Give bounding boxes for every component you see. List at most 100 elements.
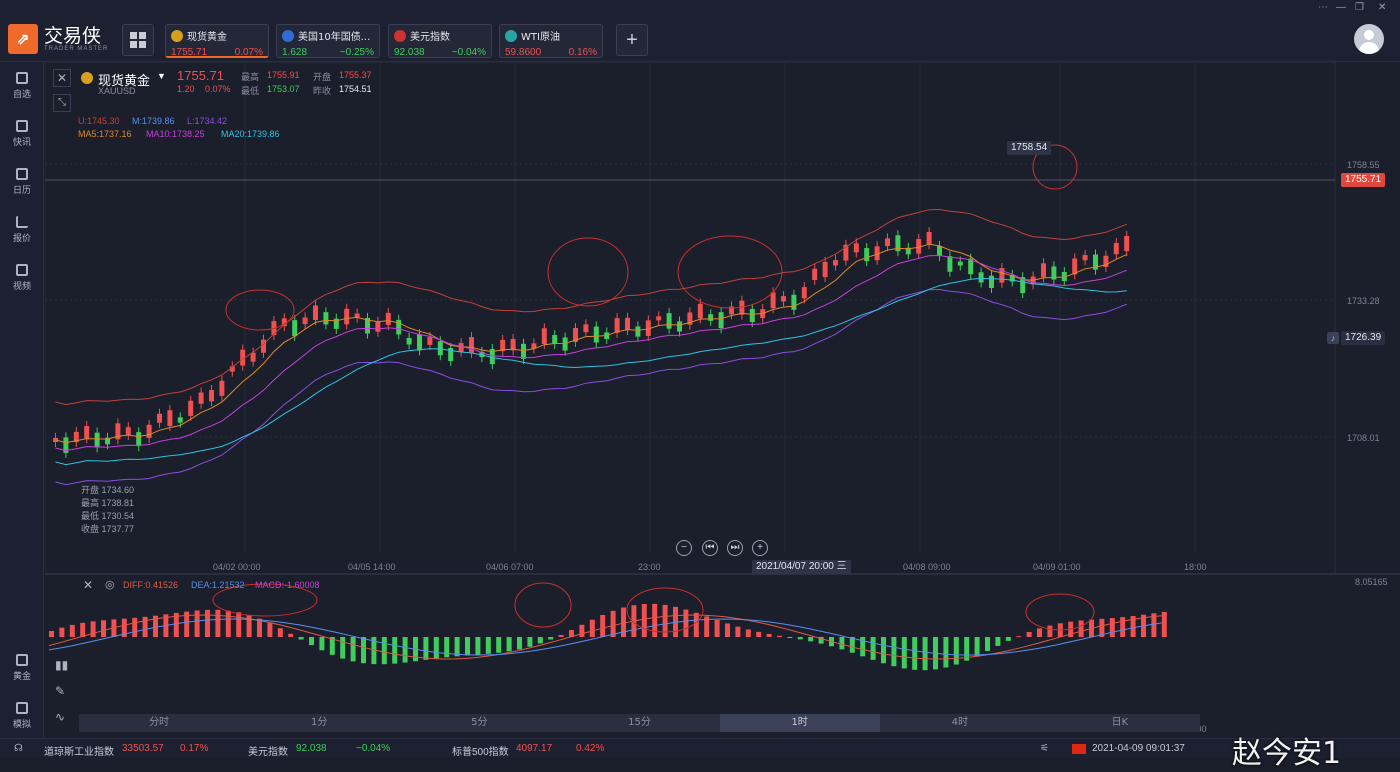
pen-icon[interactable]: ✎ — [55, 684, 66, 698]
user-avatar[interactable] — [1354, 24, 1384, 54]
indicator-icon[interactable]: ▮▮ — [55, 658, 69, 672]
candle — [333, 318, 339, 329]
macd-bar — [236, 612, 242, 637]
candle — [1009, 274, 1015, 282]
sidebar-item-demo[interactable]: 模拟 — [0, 702, 44, 730]
macd-bar — [974, 637, 980, 657]
candle — [739, 300, 745, 315]
zoom-out-button[interactable]: − — [676, 540, 692, 556]
candle — [999, 268, 1005, 283]
add-quote-button[interactable]: + — [616, 24, 648, 56]
timeframe-tab[interactable]: 1时 — [719, 714, 880, 732]
candle — [885, 238, 890, 247]
timeframe-tab[interactable]: 5分 — [471, 717, 488, 728]
candle — [406, 337, 412, 345]
grid-icon — [130, 32, 146, 48]
open-label: 开盘 — [313, 72, 332, 82]
ticker-name[interactable]: 美元指数 — [248, 747, 288, 758]
macd-bar — [329, 637, 335, 655]
sidebar-item-watchlist[interactable]: 自选 — [0, 72, 44, 100]
quote-tab[interactable]: 美元指数 92.038 −0.04% — [388, 24, 492, 58]
candle — [614, 318, 620, 333]
scroll-start-button[interactable]: ⏮ — [702, 540, 718, 556]
sidebar-item-calendar[interactable]: 日历 — [0, 168, 44, 196]
candle — [281, 318, 287, 327]
sidebar-item-quotes[interactable]: 报价 — [0, 216, 44, 244]
macd-bar — [943, 637, 949, 668]
quote-tab-change: 0.16% — [568, 47, 597, 58]
alert-price-tag[interactable]: 1726.39 — [1341, 331, 1386, 345]
timeframe-tab[interactable]: 日K — [1111, 717, 1129, 728]
candlestick-chart[interactable] — [45, 62, 1400, 714]
macd-settings-icon[interactable]: ◎ — [105, 579, 115, 591]
timeframe-tab[interactable]: 1分 — [311, 717, 328, 728]
status-bar: ☊ 道琼斯工业指数 33503.57 0.17% 美元指数 92.038 −0.… — [0, 738, 1400, 758]
headset-icon[interactable]: ☊ — [14, 743, 23, 754]
ticker-name[interactable]: 道琼斯工业指数 — [44, 747, 114, 758]
candle — [541, 328, 547, 345]
timeframe-tab[interactable]: 15分 — [628, 717, 651, 728]
macd-bar — [756, 631, 762, 637]
zoom-in-button[interactable]: + — [752, 540, 768, 556]
clock: 2021-04-09 09:01:37 — [1092, 743, 1185, 754]
ma5-line — [55, 243, 1127, 444]
chart-area[interactable]: ✕ ⤡ 现货黄金 ▼ XAUUSD 1755.71 1.20 0.07% 最高 … — [45, 62, 1400, 738]
candle — [1041, 263, 1046, 278]
annotation-ellipse — [225, 289, 295, 331]
macd-bar — [1109, 618, 1115, 637]
close-chart-button[interactable]: ✕ — [53, 69, 71, 87]
candle — [375, 321, 381, 332]
chevron-down-icon[interactable]: ▼ — [157, 71, 166, 81]
peak-price-tag: 1758.54 — [1007, 141, 1052, 155]
news-icon — [16, 120, 28, 132]
annotation-ellipse — [547, 237, 629, 307]
candle — [729, 306, 734, 315]
boll-mid-label: M:1739.86 — [132, 116, 175, 126]
macd-bar — [517, 637, 522, 650]
sidebar-item-news[interactable]: 快讯 — [0, 120, 44, 148]
scroll-end-button[interactable]: ⏭ — [727, 540, 743, 556]
sidebar-item-gold[interactable]: 黄金 — [0, 654, 44, 682]
macd-bar — [1005, 637, 1011, 641]
restore-button[interactable]: ❐ — [1355, 2, 1364, 13]
macd-bar — [735, 626, 741, 637]
timeframe-bar: 分时 1分 5分 15分 1时 4时 日K — [79, 714, 1200, 732]
quote-tab[interactable]: 现货黄金 1755.71 0.07% — [165, 24, 269, 58]
timeframe-tab[interactable]: 4时 — [951, 717, 968, 728]
window-menu-button[interactable]: ⋯ — [1318, 2, 1328, 13]
macd-bar — [90, 621, 96, 637]
draw-tool-button[interactable]: ⤡ — [53, 94, 71, 112]
candle — [833, 260, 838, 266]
quote-tab[interactable]: WTI原油 59.8600 0.16% — [499, 24, 603, 58]
close-macd-button[interactable]: ✕ — [83, 578, 94, 592]
sidebar-item-video[interactable]: 视频 — [0, 264, 44, 292]
candle — [250, 352, 256, 362]
macd-bar — [319, 637, 325, 651]
candle — [105, 437, 110, 445]
quote-tab[interactable]: 美国10年国债... 1.628 −0.25% — [276, 24, 380, 58]
minimize-button[interactable]: — — [1336, 2, 1346, 13]
macd-toggle-icon[interactable]: ∿ — [55, 710, 66, 724]
symbol-name[interactable]: 现货黄金 — [98, 74, 151, 89]
macd-bar — [621, 607, 626, 637]
macd-diff-label: DIFF:0.41526 — [123, 580, 179, 590]
timeframe-tab[interactable]: 分时 — [149, 717, 170, 728]
candle — [770, 292, 776, 309]
candle — [521, 343, 526, 359]
macd-bar — [818, 637, 824, 644]
gold-coin-icon — [171, 29, 183, 42]
macd-bar — [506, 637, 512, 652]
close-window-button[interactable]: ✕ — [1378, 2, 1387, 13]
ticker-name[interactable]: 标普500指数 — [452, 747, 509, 758]
macd-bar — [485, 637, 491, 654]
bell-icon[interactable]: ♪ — [1327, 332, 1339, 344]
price-axis-label: 1733.28 — [1347, 296, 1380, 306]
macd-bar — [298, 637, 304, 640]
candle — [510, 338, 516, 351]
annotation-ellipse — [212, 583, 318, 617]
candle — [125, 427, 131, 435]
layout-grid-button[interactable] — [122, 24, 154, 56]
macd-bar — [745, 629, 751, 637]
macd-bar — [433, 637, 439, 659]
high-label: 最高 — [241, 72, 260, 82]
